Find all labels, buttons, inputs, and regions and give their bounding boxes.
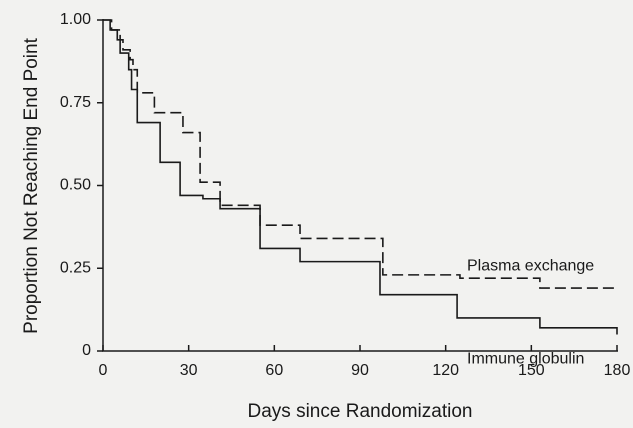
y-tick-label: 0.50 <box>60 177 91 194</box>
x-tick-label: 90 <box>351 362 369 379</box>
x-tick-label: 150 <box>518 362 545 379</box>
x-tick-label: 120 <box>432 362 459 379</box>
y-axis-label: Proportion Not Reaching End Point <box>21 37 42 333</box>
y-tick-label: 1.00 <box>60 11 91 28</box>
x-axis-label: Days since Randomization <box>248 401 473 422</box>
legend-label: Plasma exchange <box>467 257 594 274</box>
y-tick-label: 0 <box>82 342 91 359</box>
legend-label: Immune globulin <box>467 351 584 368</box>
x-tick-label: 0 <box>99 362 108 379</box>
y-tick-label: 0.75 <box>60 94 91 111</box>
x-tick-label: 180 <box>604 362 631 379</box>
survival-curve <box>103 19 618 335</box>
y-tick-label: 0.25 <box>60 259 91 276</box>
x-tick-label: 30 <box>180 362 198 379</box>
survival-curve <box>103 19 617 289</box>
x-tick-label: 60 <box>265 362 283 379</box>
